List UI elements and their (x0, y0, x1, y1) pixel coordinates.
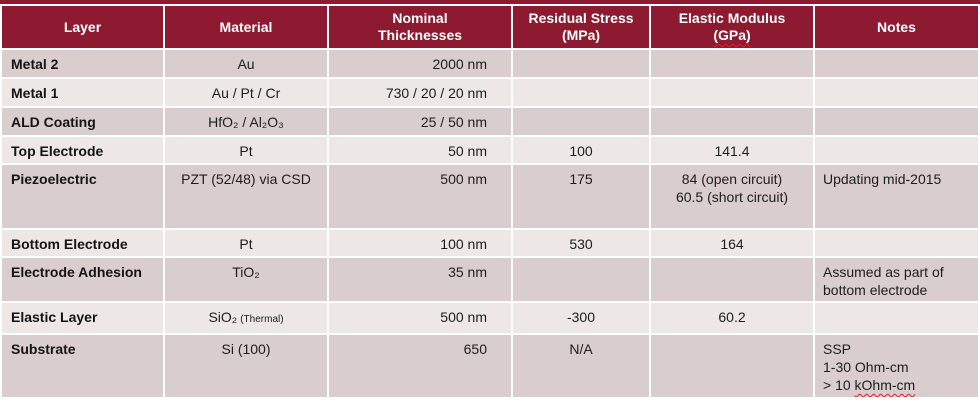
notes-cell: Updating mid-2015 (815, 165, 978, 228)
header-label: Material (219, 18, 273, 35)
stress-cell (513, 50, 649, 77)
material-cell: Si (100) (165, 335, 327, 397)
table-row-top-electrode: Top Electrode Pt 50 nm 100 141.4 (2, 137, 978, 163)
notes-cell (815, 79, 978, 106)
stress-cell: 530 (513, 230, 649, 256)
modulus-open-circuit: 84 (open circuit) (681, 171, 783, 187)
spellcheck-underlined-text: kOhm-cm (854, 377, 916, 393)
modulus-cell (651, 50, 813, 77)
material-cell: SiO₂ (Thermal) (165, 303, 327, 333)
modulus-cell (651, 79, 813, 106)
table-row-elastic-layer: Elastic Layer SiO₂ (Thermal) 500 nm -300 … (2, 303, 978, 333)
layer-cell: Metal 2 (2, 50, 163, 77)
substrate-note-resistivity2: > 10 kOhm-cm (823, 377, 916, 393)
thickness-cell: 500 nm (329, 165, 511, 228)
thickness-cell: 2000 nm (329, 50, 511, 77)
col-header-notes: Notes (815, 6, 978, 48)
table-row-ald-coating: ALD Coating HfO₂ / Al₂O₃ 25 / 50 nm (2, 108, 978, 135)
layer-cell: Top Electrode (2, 137, 163, 163)
stress-cell: 175 (513, 165, 649, 228)
layer-cell: Piezoelectric (2, 165, 163, 228)
notes-cell (815, 303, 978, 333)
col-header-elastic-modulus: Elastic Modulus (GPa) (651, 6, 813, 48)
header-label-line2: (MPa) (561, 27, 601, 43)
modulus-cell (651, 335, 813, 397)
material-cell: Pt (165, 230, 327, 256)
header-label-line1: Residual Stress (528, 10, 634, 26)
table-row-metal2: Metal 2 Au 2000 nm (2, 50, 978, 77)
layer-stack-table: Layer Material Nominal Thicknesses Resid… (0, 4, 980, 399)
material-cell: Pt (165, 137, 327, 163)
modulus-cell: 141.4 (651, 137, 813, 163)
header-row: Layer Material Nominal Thicknesses Resid… (2, 6, 978, 48)
layer-cell: Electrode Adhesion (2, 258, 163, 301)
table-top-border (0, 0, 980, 4)
material-qualifier: (Thermal) (240, 314, 284, 325)
header-label-line1: Elastic Modulus (678, 10, 786, 26)
notes-cell (815, 230, 978, 256)
modulus-short-circuit: 60.5 (short circuit) (675, 189, 789, 205)
layer-cell: Metal 1 (2, 79, 163, 106)
substrate-note-resistivity: 1-30 Ohm-cm (823, 359, 909, 375)
material-cell: Au / Pt / Cr (165, 79, 327, 106)
thickness-cell: 50 nm (329, 137, 511, 163)
col-header-residual-stress: Residual Stress (MPa) (513, 6, 649, 48)
substrate-note-ssp: SSP (823, 341, 852, 357)
material-cell: TiO₂ (165, 258, 327, 301)
thickness-cell: 35 nm (329, 258, 511, 301)
header-label-line2: (GPa) (655, 27, 809, 44)
notes-cell (815, 137, 978, 163)
modulus-cell (651, 108, 813, 135)
table-row-metal1: Metal 1 Au / Pt / Cr 730 / 20 / 20 nm (2, 79, 978, 106)
modulus-cell: 60.2 (651, 303, 813, 333)
stress-cell (513, 79, 649, 106)
stress-cell: 100 (513, 137, 649, 163)
stress-cell: N/A (513, 335, 649, 397)
notes-cell (815, 50, 978, 77)
stress-cell (513, 108, 649, 135)
notes-cell: Assumed as part of bottom electrode (815, 258, 978, 301)
modulus-cell (651, 258, 813, 301)
table-row-electrode-adhesion: Electrode Adhesion TiO₂ 35 nm Assumed as… (2, 258, 978, 301)
modulus-cell: 84 (open circuit) 60.5 (short circuit) (651, 165, 813, 228)
header-label-line2: Thicknesses (377, 27, 463, 43)
col-header-material: Material (165, 6, 327, 48)
thickness-cell: 500 nm (329, 303, 511, 333)
material-cell: Au (165, 50, 327, 77)
spellcheck-underlined-text: (GPa) (713, 27, 751, 43)
material-cell: PZT (52/48) via CSD (165, 165, 327, 228)
layer-cell: Substrate (2, 335, 163, 397)
header-label: Layer (63, 18, 102, 35)
table-row-substrate: Substrate Si (100) 650 N/A SSP 1-30 Ohm-… (2, 335, 978, 397)
material-cell: HfO₂ / Al₂O₃ (165, 108, 327, 135)
table-row-bottom-electrode: Bottom Electrode Pt 100 nm 530 164 (2, 230, 978, 256)
notes-cell: SSP 1-30 Ohm-cm > 10 kOhm-cm (815, 335, 978, 397)
layer-cell: ALD Coating (2, 108, 163, 135)
thickness-cell: 25 / 50 nm (329, 108, 511, 135)
thickness-cell: 730 / 20 / 20 nm (329, 79, 511, 106)
col-header-layer: Layer (2, 6, 163, 48)
layer-cell: Elastic Layer (2, 303, 163, 333)
material-formula: SiO₂ (208, 309, 238, 325)
notes-cell (815, 108, 978, 135)
thickness-cell: 650 (329, 335, 511, 397)
table-row-piezoelectric: Piezoelectric PZT (52/48) via CSD 500 nm… (2, 165, 978, 228)
layer-cell: Bottom Electrode (2, 230, 163, 256)
header-label: Notes (877, 18, 916, 35)
col-header-thickness: Nominal Thicknesses (329, 6, 511, 48)
header-label-line1: Nominal (392, 10, 448, 26)
thickness-cell: 100 nm (329, 230, 511, 256)
stress-cell: -300 (513, 303, 649, 333)
modulus-cell: 164 (651, 230, 813, 256)
stress-cell (513, 258, 649, 301)
